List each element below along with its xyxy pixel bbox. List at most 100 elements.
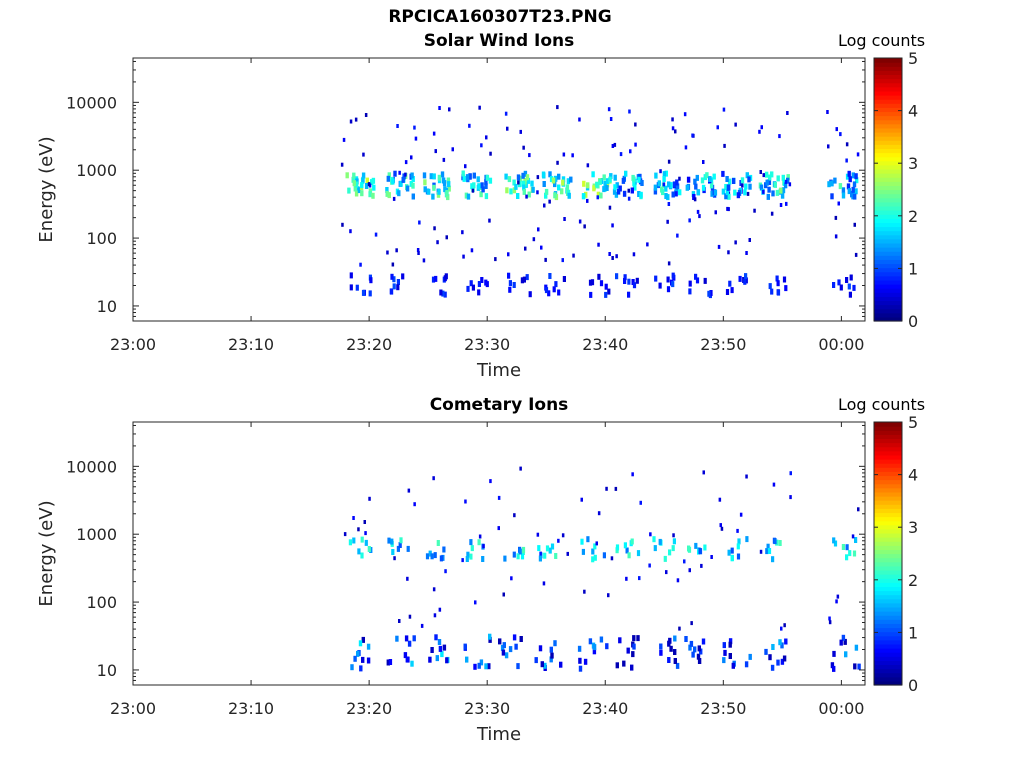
- cell: [764, 648, 768, 655]
- colorbar-step: [874, 520, 902, 526]
- cell: [433, 613, 437, 618]
- cell: [411, 176, 415, 182]
- y-tick-label: 1000: [76, 161, 117, 180]
- cell: [592, 644, 597, 651]
- cell: [392, 196, 396, 201]
- cell: [436, 240, 439, 245]
- cell: [745, 251, 748, 255]
- cell: [548, 171, 552, 178]
- cell: [489, 479, 492, 484]
- cell: [479, 191, 483, 198]
- colorbar-step: [874, 300, 902, 306]
- cell: [669, 182, 673, 189]
- colorbar-step: [874, 454, 902, 460]
- cell: [523, 170, 528, 177]
- colorbar-step: [874, 512, 902, 518]
- cell: [354, 117, 358, 122]
- colorbar-tick-label: 2: [908, 207, 918, 226]
- cell: [374, 232, 378, 237]
- cell: [514, 183, 518, 190]
- cell: [700, 563, 703, 568]
- cell: [428, 656, 432, 663]
- x-axis-label: Time: [476, 360, 521, 381]
- cell: [678, 189, 682, 196]
- colorbar-step: [874, 635, 902, 641]
- cell: [853, 193, 857, 200]
- cell: [442, 157, 446, 162]
- cell: [410, 172, 414, 179]
- cell: [786, 111, 789, 115]
- cell: [436, 540, 440, 546]
- cell: [630, 538, 634, 545]
- cell: [398, 170, 401, 175]
- colorbar-step: [874, 574, 902, 579]
- cell: [768, 283, 772, 290]
- cell: [395, 248, 398, 253]
- cell: [835, 127, 838, 132]
- cell: [613, 142, 617, 147]
- colorbar-tick-label: 3: [908, 154, 918, 173]
- cell: [398, 619, 401, 623]
- y-tick-label: 1000: [76, 525, 117, 544]
- colorbar-step: [874, 94, 902, 100]
- cell: [631, 651, 635, 658]
- cell: [526, 177, 531, 184]
- cell: [484, 279, 488, 286]
- cell: [518, 175, 523, 182]
- cell: [688, 568, 691, 573]
- colorbar-step: [874, 66, 902, 71]
- cell: [661, 189, 665, 196]
- cell: [607, 288, 611, 295]
- cell: [730, 554, 734, 561]
- cell: [611, 144, 615, 148]
- cell: [676, 578, 680, 583]
- cell: [432, 476, 435, 481]
- cell: [464, 192, 469, 199]
- cell: [671, 272, 675, 279]
- spectrogram-solar-wind-ions: 23:00 23:10 23:20 23:30 23:40 23:50 00:0010100…: [36, 49, 918, 381]
- cell: [503, 555, 507, 562]
- cell: [510, 576, 513, 581]
- cell: [776, 175, 780, 182]
- cell: [371, 177, 376, 184]
- cell: [696, 209, 700, 214]
- cell: [562, 152, 566, 157]
- cell: [745, 172, 749, 179]
- cell: [608, 205, 612, 210]
- cell: [662, 182, 666, 187]
- y-tick-label: 10000: [66, 93, 117, 112]
- cell: [618, 637, 622, 644]
- cell: [740, 177, 745, 184]
- cell: [771, 644, 775, 650]
- cell: [404, 172, 407, 177]
- cell: [364, 539, 368, 546]
- cell: [504, 173, 508, 180]
- cell: [622, 660, 626, 667]
- colorbar-step: [874, 491, 902, 497]
- cell: [653, 545, 657, 552]
- cell: [667, 159, 671, 164]
- panel-title-solar-wind: Solar Wind Ions: [423, 31, 575, 51]
- cell: [501, 649, 506, 656]
- cell: [474, 600, 477, 605]
- colorbar-step: [874, 450, 902, 456]
- cell: [397, 190, 401, 197]
- cell: [834, 234, 838, 239]
- cell: [396, 279, 400, 285]
- cell: [832, 650, 836, 657]
- cell: [367, 182, 371, 187]
- cell: [578, 219, 582, 224]
- cell: [693, 646, 697, 653]
- cell: [566, 178, 571, 185]
- cell: [387, 172, 391, 179]
- x-tick-label: 23:40: [582, 699, 628, 718]
- cell: [759, 170, 762, 174]
- cell: [553, 181, 557, 188]
- cell: [469, 280, 473, 287]
- cell: [443, 186, 447, 193]
- cell: [765, 179, 769, 186]
- colorbar-tick-label: 0: [908, 676, 918, 695]
- cell: [734, 240, 737, 245]
- cell: [484, 193, 489, 200]
- cell: [528, 291, 532, 298]
